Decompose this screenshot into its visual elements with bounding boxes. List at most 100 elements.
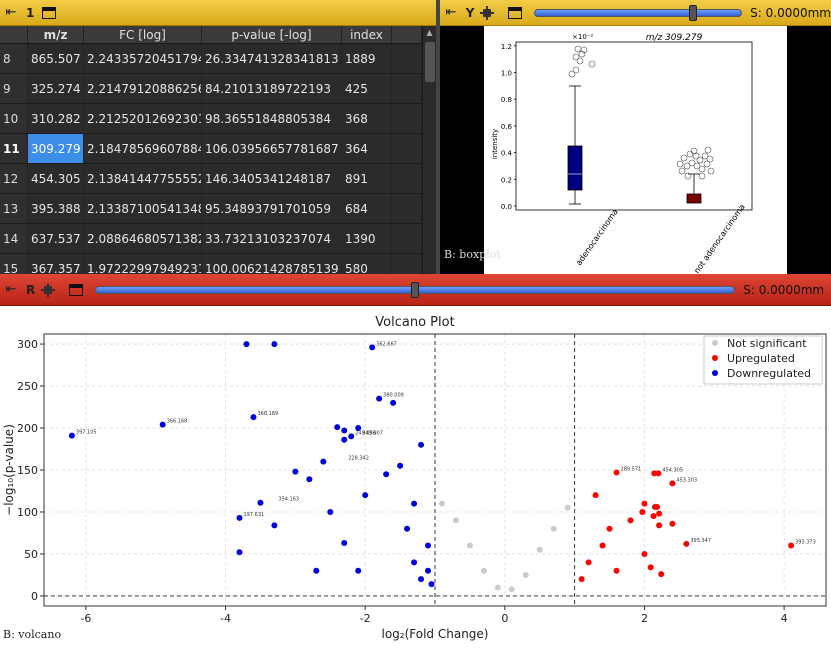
data-point	[390, 399, 397, 406]
slider-handle[interactable]	[689, 4, 698, 21]
volcano-dock-titlebar[interactable]: ⇤ R S: 0.0000mm	[0, 274, 831, 306]
y-tick-label: 150	[17, 464, 38, 477]
cell-pvalue[interactable]: 95.34893791701059	[202, 194, 342, 223]
cell-pvalue[interactable]: 84.21013189722193	[202, 74, 342, 103]
y-tick-label: 250	[17, 380, 38, 393]
cell-fc[interactable]: 2.2433572045179426	[84, 44, 202, 73]
legend-marker	[712, 340, 718, 346]
point-annotation: 366.168	[167, 419, 188, 425]
point-annotation: 228.342	[348, 456, 369, 462]
cell-pvalue[interactable]: 146.3405341248187	[202, 164, 342, 193]
cell-pvalue[interactable]: 26.334741328341813	[202, 44, 342, 73]
cell-pvalue[interactable]: 98.36551848805384	[202, 104, 342, 133]
y-slider[interactable]	[534, 4, 743, 21]
point-annotation: 343.007	[362, 430, 383, 436]
cell-pvalue[interactable]: 33.73213103237074	[202, 224, 342, 253]
cell-index[interactable]: 580	[342, 254, 392, 274]
table-row[interactable]: 15367.3571.9722299794923108100.006214287…	[0, 254, 422, 274]
cell-mz[interactable]: 637.537	[28, 224, 84, 253]
pin-icon[interactable]: ⇤	[5, 282, 17, 297]
cell-mz[interactable]: 309.279	[28, 134, 84, 163]
table-row[interactable]: 10310.2822.212520126923015798.3655184880…	[0, 104, 422, 134]
cell-mz[interactable]: 310.282	[28, 104, 84, 133]
move-icon[interactable]	[41, 282, 56, 297]
table-row[interactable]: 13395.3882.133871005413489395.3489379170…	[0, 194, 422, 224]
data-point	[369, 344, 376, 351]
row-number[interactable]: 13	[0, 194, 28, 223]
table-scrollbar[interactable]: ▲	[422, 26, 436, 274]
move-icon[interactable]	[480, 5, 495, 20]
row-spacer	[392, 74, 422, 103]
data-point	[578, 576, 585, 583]
cell-mz[interactable]: 395.388	[28, 194, 84, 223]
slider-status: S: 0.0000mm	[750, 5, 831, 20]
table-dock-titlebar[interactable]: ⇤ 1	[0, 0, 436, 26]
data-point	[327, 508, 334, 515]
table-row[interactable]: 9 325.274 2.214791208862565 84.210131897221…	[0, 74, 422, 104]
boxplot-exponent: ×10⁻²	[572, 33, 593, 41]
boxplot-panel: m/z 309.279 ×10⁻² intensity 0.0 0.2 0.4 0.6…	[440, 26, 831, 275]
cell-index[interactable]: 891	[342, 164, 392, 193]
cell-pvalue[interactable]: 100.00621428785139	[202, 254, 342, 274]
results-table[interactable]: m/z FC [log] p-value [-log] index 8 865.5…	[0, 26, 436, 274]
window-icon[interactable]	[42, 6, 57, 19]
row-number[interactable]: 8	[0, 44, 28, 73]
r-slider[interactable]	[95, 281, 736, 298]
cell-index[interactable]: 364	[342, 134, 392, 163]
data-point	[243, 341, 250, 348]
cell-fc[interactable]: 2.214791208862565	[84, 74, 202, 103]
cell-fc[interactable]: 2.2125201269230157	[84, 104, 202, 133]
vertical-splitter[interactable]	[436, 0, 440, 274]
volcano-dock-label: B: volcano	[3, 628, 62, 641]
pin-icon[interactable]: ⇤	[5, 5, 17, 20]
row-number[interactable]: 9	[0, 74, 28, 103]
table-row[interactable]: 8865.5072.243357204517942626.33474132834…	[0, 44, 422, 74]
data-point	[348, 433, 355, 440]
cell-mz[interactable]: 367.357	[28, 254, 84, 274]
cell-index[interactable]: 425	[342, 74, 392, 103]
boxplot-dock-titlebar[interactable]: ⇤ Y S: 0.0000mm	[440, 0, 831, 26]
cell-mz[interactable]: 325.274	[28, 74, 84, 103]
chart-title: Volcano Plot	[375, 315, 454, 330]
point-annotation: 354.163	[278, 497, 299, 503]
row-spacer	[392, 224, 422, 253]
data-point	[418, 576, 425, 583]
boxplot-svg: m/z 309.279 ×10⁻² intensity 0.0 0.2 0.4 0.6…	[491, 33, 753, 275]
window-icon[interactable]	[69, 283, 84, 296]
slider-handle[interactable]	[411, 281, 420, 298]
data-point	[656, 522, 663, 529]
data-point	[159, 421, 166, 428]
cell-fc[interactable]: 2.0886468057138208	[84, 224, 202, 253]
cell-fc[interactable]: 2.18478569607884	[84, 134, 202, 163]
row-number[interactable]: 15	[0, 254, 28, 274]
scroll-up-icon[interactable]: ▲	[426, 28, 433, 37]
cell-fc[interactable]: 2.1338710054134893	[84, 194, 202, 223]
header-fc[interactable]: FC [log]	[84, 26, 202, 43]
header-rownum[interactable]	[0, 26, 28, 43]
y-tick-label: 0	[31, 590, 38, 603]
row-number[interactable]: 14	[0, 224, 28, 253]
table-row[interactable]: 11 309.279 2.18478569607884 106.03956657781…	[0, 134, 422, 164]
cell-mz[interactable]: 454.305	[28, 164, 84, 193]
cell-index[interactable]: 684	[342, 194, 392, 223]
volcano-svg: Volcano Plot -6 -4 -2 0 2 4 0 50 100 150 200 250 300 3…	[2, 315, 827, 641]
cell-pvalue[interactable]: 106.03956657781687	[202, 134, 342, 163]
cell-mz[interactable]: 865.507	[28, 44, 84, 73]
window-icon[interactable]	[508, 6, 523, 19]
cell-index[interactable]: 1390	[342, 224, 392, 253]
cell-index[interactable]: 1889	[342, 44, 392, 73]
row-number[interactable]: 10	[0, 104, 28, 133]
scrollbar-thumb[interactable]	[425, 42, 435, 82]
header-pvalue[interactable]: p-value [-log]	[202, 26, 342, 43]
cell-fc[interactable]: 2.138414477555522	[84, 164, 202, 193]
row-number[interactable]: 12	[0, 164, 28, 193]
row-number[interactable]: 11	[0, 134, 28, 163]
header-index[interactable]: index	[342, 26, 392, 43]
table-row[interactable]: 14637.5372.088646805713820833.7321310323…	[0, 224, 422, 254]
header-mz[interactable]: m/z	[28, 26, 84, 43]
cell-fc[interactable]: 1.9722299794923108	[84, 254, 202, 274]
data-point	[639, 508, 646, 515]
cell-index[interactable]: 368	[342, 104, 392, 133]
pin-icon[interactable]: ⇤	[445, 5, 457, 20]
table-row[interactable]: 12 454.305 2.138414477555522 146.3405341248…	[0, 164, 422, 194]
